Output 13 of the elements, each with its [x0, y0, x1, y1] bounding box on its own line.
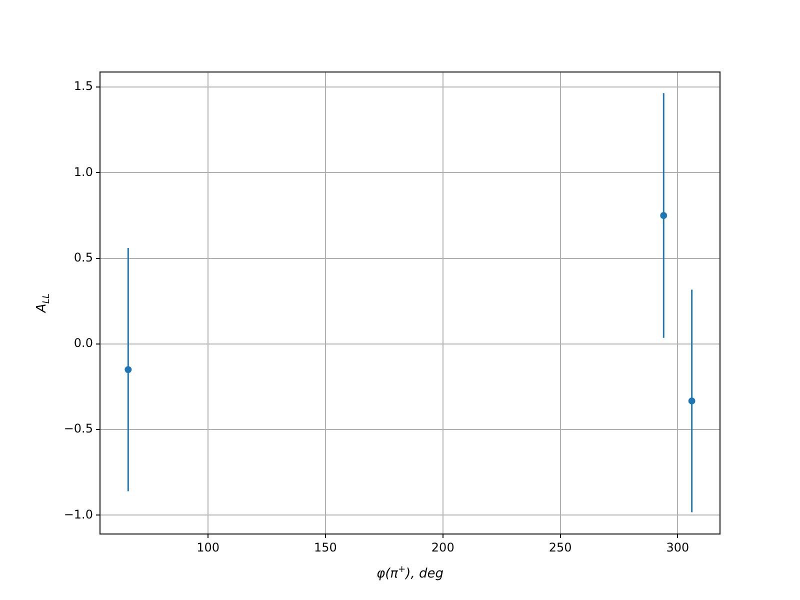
y-tick-label: −0.5 [64, 422, 93, 436]
x-tick-label: 100 [196, 540, 220, 554]
x-tick-label: 250 [548, 540, 572, 554]
x-axis-title: φ(π+), deg [376, 564, 444, 582]
y-tick-label: 1.5 [74, 79, 93, 94]
y-tick-label: 0.5 [74, 250, 93, 264]
y-tick-label: −1.0 [64, 507, 93, 522]
x-tick-label: 300 [666, 540, 690, 554]
y-tick-label: 1.0 [74, 164, 93, 179]
y-axis-title: ALL [34, 293, 52, 314]
x-tick-label: 200 [431, 540, 454, 554]
y-tick-label: 0.0 [74, 336, 93, 350]
x-tick-label: 150 [314, 540, 337, 554]
